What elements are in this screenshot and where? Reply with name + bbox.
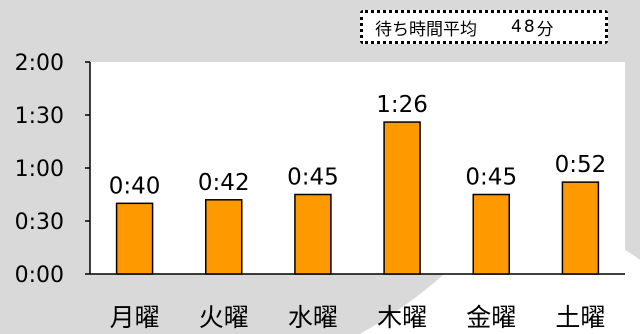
data-label: 0:42 xyxy=(198,170,250,196)
data-label: 1:26 xyxy=(376,92,428,118)
average-wait-value: 48 xyxy=(511,17,537,37)
data-label: 0:52 xyxy=(555,152,607,178)
category-label: 木曜 xyxy=(377,303,427,332)
y-tick-label: 0:00 xyxy=(15,263,64,288)
labels: 0:40 月曜 0:42 火曜 0:45 水曜 1:26 木曜 0:45 金曜 0:52 土曜 xyxy=(109,92,606,332)
bar xyxy=(294,193,332,275)
category-label: 金曜 xyxy=(466,303,516,332)
bar xyxy=(472,193,510,275)
category-label: 土曜 xyxy=(555,303,605,332)
category-label: 火曜 xyxy=(199,303,249,332)
data-label: 0:40 xyxy=(109,173,161,199)
bar xyxy=(115,202,154,275)
y-tick-label: 2:00 xyxy=(15,51,64,76)
y-tick-label: 0:30 xyxy=(15,210,64,235)
category-label: 月曜 xyxy=(110,303,160,332)
average-wait-label: 待ち時間平均 xyxy=(375,19,477,40)
y-tick-label: 1:00 xyxy=(15,157,64,182)
axes: 0:00 0:30 1:00 1:30 2:00 xyxy=(15,51,625,288)
average-wait-box: 待ち時間平均 48 分 xyxy=(360,10,608,44)
average-wait-unit: 分 xyxy=(536,19,554,40)
bar xyxy=(561,181,600,275)
bar xyxy=(383,121,421,275)
data-label: 0:45 xyxy=(465,165,517,191)
plot-area xyxy=(90,62,625,274)
bar xyxy=(205,199,243,275)
category-label: 水曜 xyxy=(288,303,338,332)
bars xyxy=(115,121,600,275)
y-tick-label: 1:30 xyxy=(15,104,64,129)
data-label: 0:45 xyxy=(287,165,339,191)
